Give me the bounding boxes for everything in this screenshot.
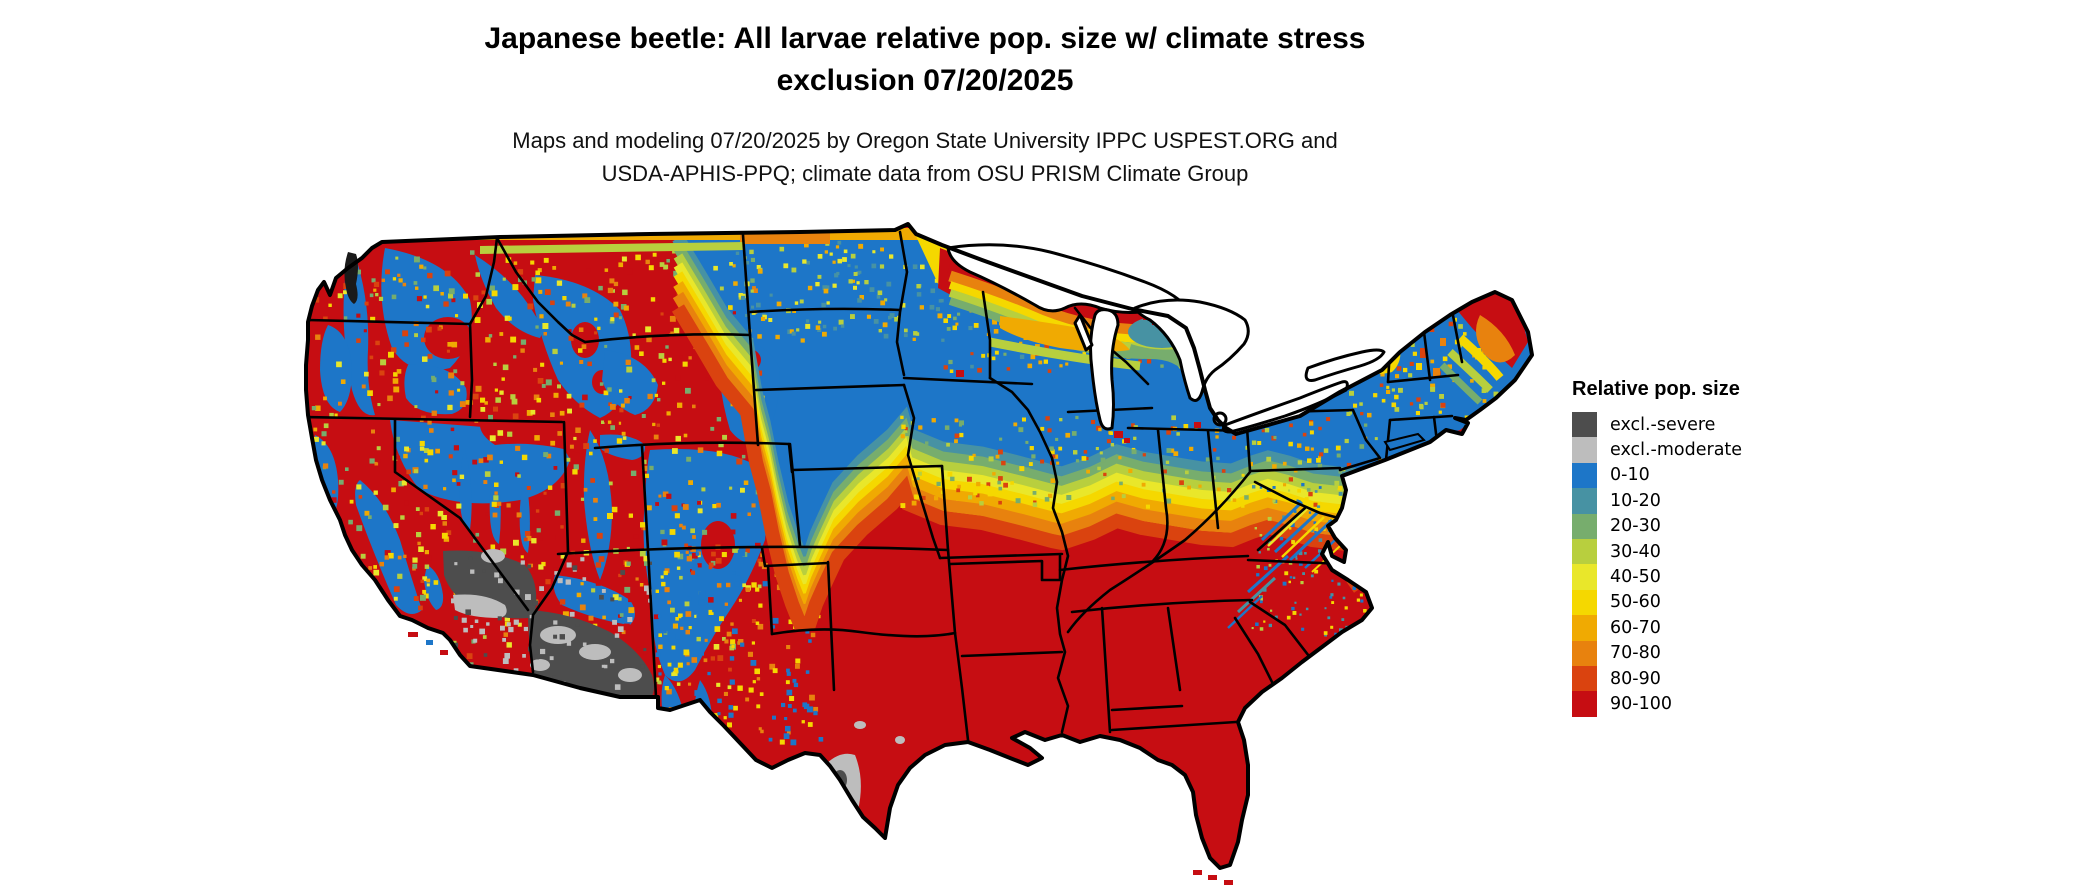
legend-swatch: [1572, 462, 1597, 489]
legend-swatch: [1572, 437, 1597, 463]
legend-swatch: [1572, 513, 1597, 539]
legend-swatch: [1572, 488, 1597, 514]
legend-item: excl.-moderate: [1572, 437, 1832, 463]
state-borders: [306, 230, 1464, 742]
map-fill-layers: [306, 224, 1532, 868]
legend-swatch: [1572, 665, 1597, 692]
legend-label: excl.-severe: [1610, 414, 1716, 435]
legend-swatch: [1572, 564, 1597, 590]
map-subtitle-line2: USDA-APHIS-PPQ; climate data from OSU PR…: [601, 161, 1249, 186]
legend-item: excl.-severe: [1572, 412, 1832, 438]
legend-label: 20-30: [1610, 516, 1661, 537]
header: Japanese beetle: All larvae relative pop…: [300, 18, 1550, 190]
green-bay: [1073, 313, 1094, 352]
legend-swatch: [1572, 589, 1597, 616]
legend-item: 50-60: [1572, 589, 1832, 616]
legend-swatch: [1572, 538, 1597, 565]
offshore-islands: [408, 432, 1426, 885]
legend-swatch: [1572, 640, 1597, 666]
legend-item: 80-90: [1572, 665, 1832, 692]
legend-item: 0-10: [1572, 462, 1832, 489]
legend-swatch: [1572, 615, 1597, 641]
map-title-line1: Japanese beetle: All larvae relative pop…: [484, 22, 1366, 55]
legend-label: 50-60: [1610, 592, 1661, 613]
legend-item: 60-70: [1572, 615, 1832, 641]
legend-label: 40-50: [1610, 567, 1661, 588]
legend-swatch: [1572, 412, 1597, 438]
map-subtitle: Maps and modeling 07/20/2025 by Oregon S…: [300, 124, 1550, 190]
legend-label: excl.-moderate: [1610, 440, 1743, 461]
great-lakes: [946, 243, 1386, 434]
legend-item: 90-100: [1572, 691, 1832, 717]
legend-items: excl.-severe excl.-moderate 0-10 10-20 2…: [1572, 412, 1832, 717]
legend-label: 60-70: [1610, 617, 1661, 638]
legend-label: 0-10: [1610, 465, 1650, 486]
map-title-line2: exclusion 07/20/2025: [776, 64, 1074, 97]
legend-label: 10-20: [1610, 490, 1661, 511]
legend-label: 30-40: [1610, 541, 1661, 562]
lake-michigan: [1089, 308, 1120, 431]
legend-label: 80-90: [1610, 668, 1661, 689]
us-risk-map: [300, 220, 1550, 892]
legend-swatch: [1572, 691, 1597, 717]
lake-huron: [1133, 298, 1250, 402]
legend-item: 70-80: [1572, 640, 1832, 666]
legend-label: 70-80: [1610, 643, 1661, 664]
legend-item: 20-30: [1572, 513, 1832, 539]
legend: Relative pop. size excl.-severe excl.-mo…: [1572, 378, 1832, 717]
legend-item: 40-50: [1572, 564, 1832, 590]
legend-item: 30-40: [1572, 538, 1832, 565]
city-hotspots: [956, 370, 1201, 443]
map-subtitle-line1: Maps and modeling 07/20/2025 by Oregon S…: [512, 128, 1338, 153]
legend-label: 90-100: [1610, 693, 1672, 714]
legend-title: Relative pop. size: [1572, 378, 1740, 400]
lake-ontario: [1304, 348, 1386, 382]
us-map-svg: [304, 222, 1534, 885]
legend-item: 10-20: [1572, 488, 1832, 514]
